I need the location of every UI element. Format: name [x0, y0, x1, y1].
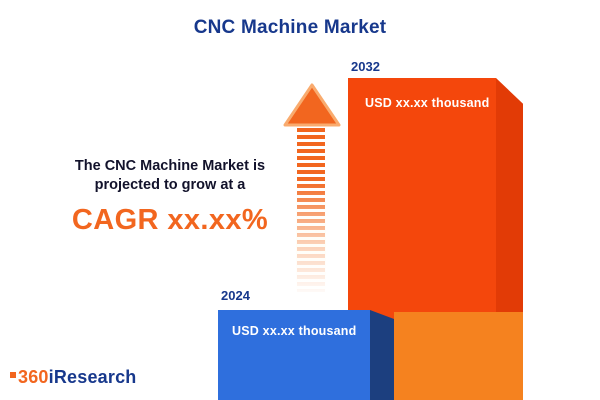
page-title: CNC Machine Market: [193, 17, 387, 38]
cagr-value: CAGR xx.xx%: [71, 204, 269, 237]
bar-2032-base-segment: [394, 312, 523, 400]
bar-2024-value-label: USD xx.xx thousand: [232, 324, 357, 338]
brand-logo-360: 360: [18, 367, 49, 387]
bar-2032-value-label: USD xx.xx thousand: [365, 96, 490, 110]
bar-2024-year-label: 2024: [221, 288, 250, 303]
brand-logo-iresearch: iResearch: [48, 367, 137, 387]
bar-2024: [218, 310, 370, 400]
bar-2032-year-label: 2032: [351, 59, 380, 74]
growth-arrow-icon: [282, 82, 342, 133]
annotation-line-1: The CNC Machine Market is: [74, 158, 266, 174]
annotation-line-2: projected to grow at a: [94, 177, 246, 194]
growth-arrow-fade: [296, 128, 326, 293]
logo-square-icon: [10, 372, 16, 378]
bar-2024-side-face: [370, 310, 394, 400]
growth-annotation: The CNC Machine Market is projected to g…: [50, 157, 290, 237]
brand-logo: 360iResearch: [18, 367, 137, 388]
